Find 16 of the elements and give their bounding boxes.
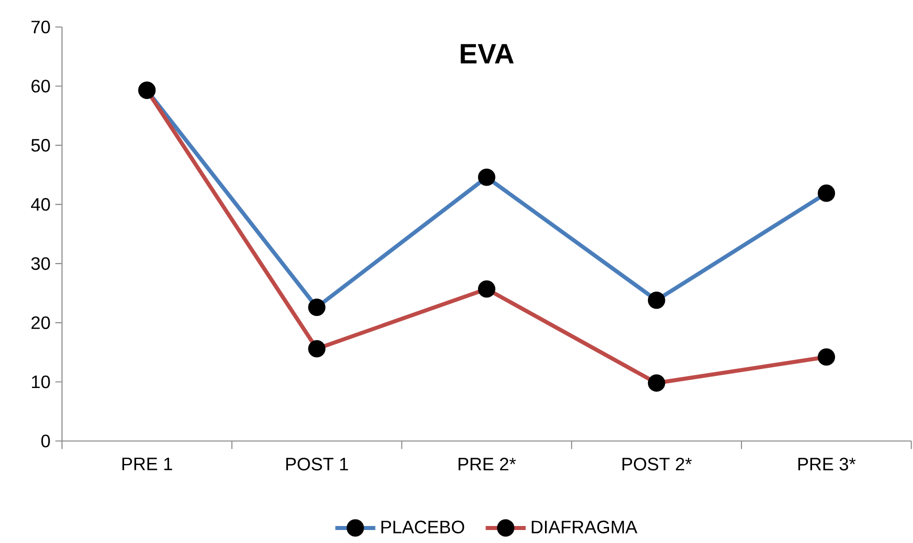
legend-label: DIAFRAGMA xyxy=(532,520,638,534)
y-tick-label: 30 xyxy=(31,257,50,270)
y-tick-label: 60 xyxy=(32,80,50,93)
y-tick-label: 50 xyxy=(31,138,50,152)
legend-label: PLACEBO xyxy=(381,520,464,534)
x-tick-label: POST 1 xyxy=(286,458,348,470)
y-tick-label: 10 xyxy=(32,375,50,388)
x-tick-label: PRE 3* xyxy=(798,458,856,470)
x-tick-label: PRE 1 xyxy=(122,458,172,470)
x-tick-label: POST 2* xyxy=(622,458,692,470)
y-tick-label: 40 xyxy=(31,198,50,211)
chart-title: EVA xyxy=(460,44,514,64)
y-tick-label: 0 xyxy=(41,434,50,448)
y-tick-label: 20 xyxy=(32,316,50,330)
x-tick-label: PRE 2* xyxy=(458,458,516,470)
y-tick-label: 70 xyxy=(32,20,50,34)
